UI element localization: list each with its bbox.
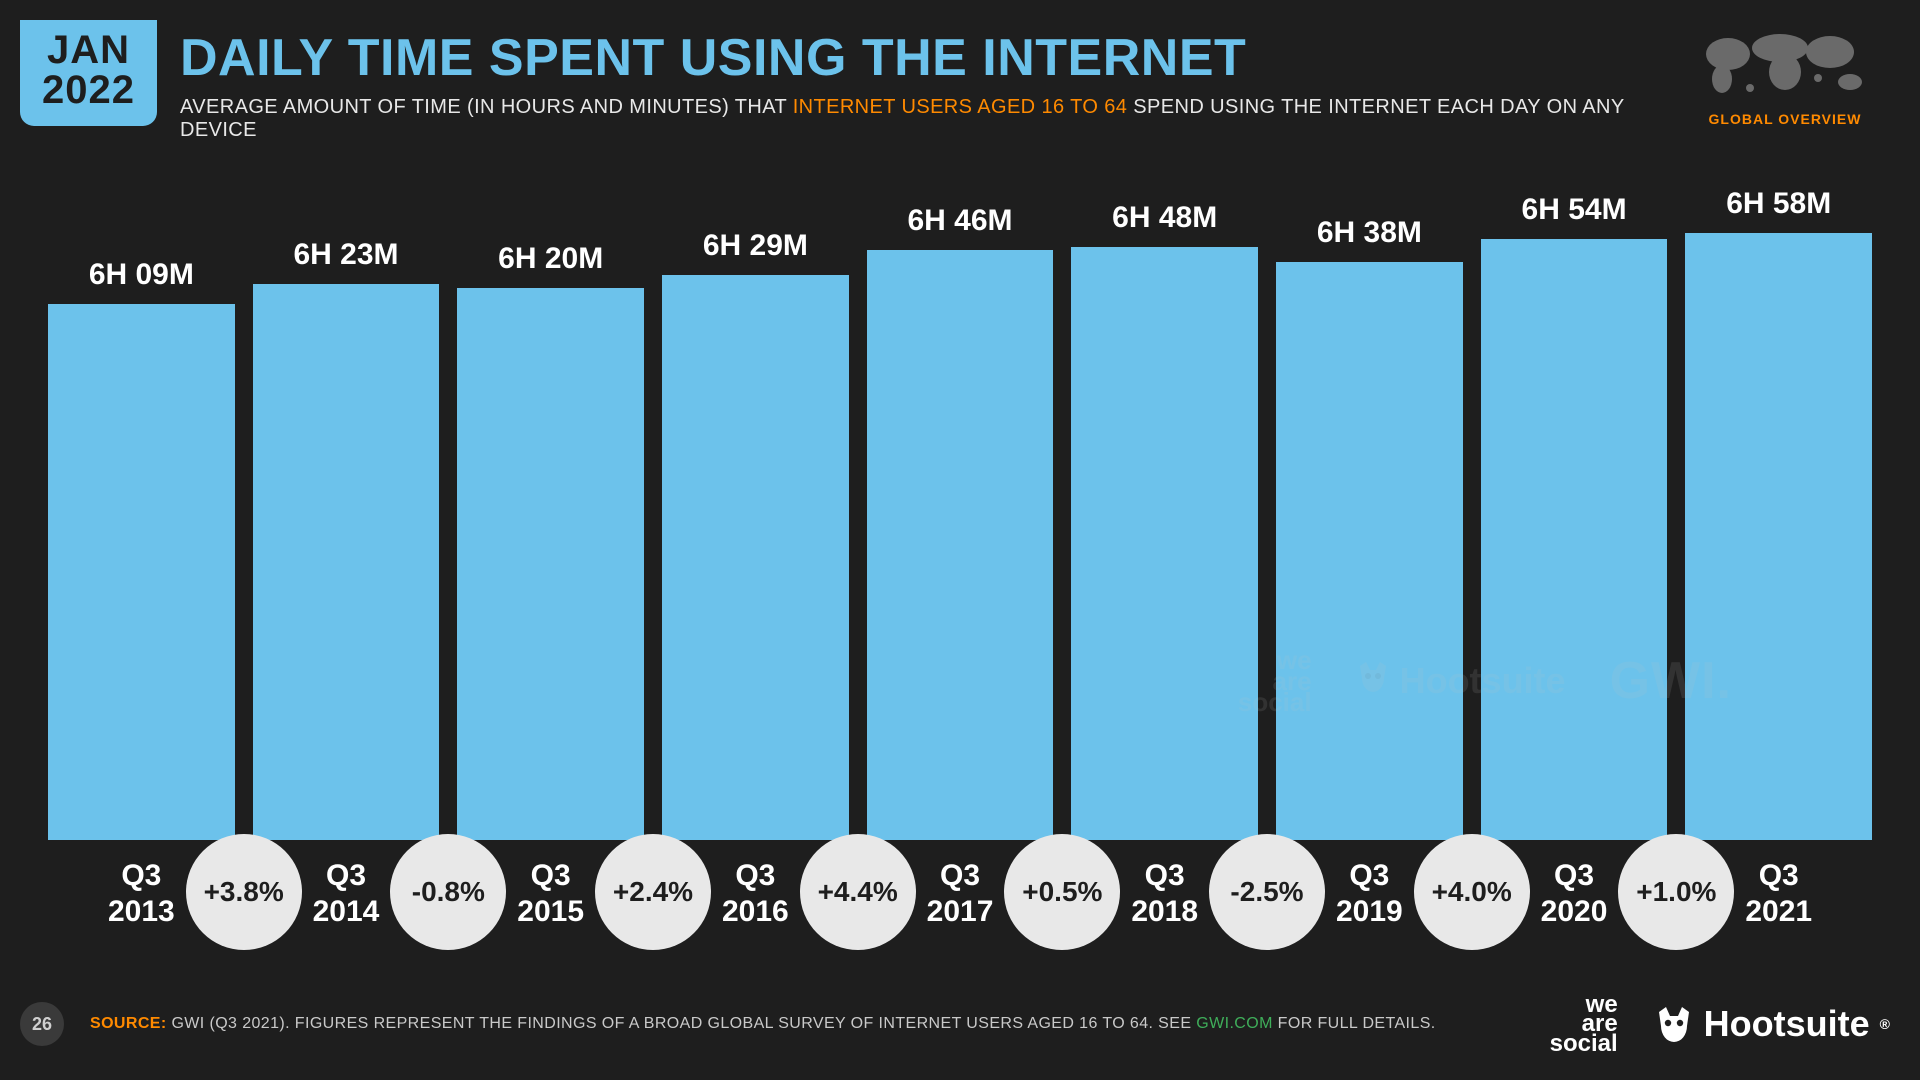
subtitle-highlight: INTERNET USERS AGED 16 TO 64 — [793, 96, 1128, 118]
bar-wrap: 6H 38M — [1276, 190, 1463, 840]
bar — [867, 250, 1054, 840]
x-label: Q32014 — [253, 858, 440, 930]
bar-value-label: 6H 23M — [253, 238, 440, 272]
bar — [1276, 262, 1463, 840]
bar-value-label: 6H 09M — [48, 258, 235, 292]
source-link: GWI.COM — [1196, 1015, 1273, 1032]
bar-wrap: 6H 46M — [867, 190, 1054, 840]
x-label: Q32013 — [48, 858, 235, 930]
date-month: JAN — [42, 30, 135, 70]
subtitle-pre: AVERAGE AMOUNT OF TIME (IN HOURS AND MIN… — [180, 96, 793, 118]
x-label: Q32019 — [1276, 858, 1463, 930]
footer-logos: we are social Hootsuite ® — [1550, 995, 1890, 1053]
owl-icon — [1654, 1004, 1694, 1044]
bar-wrap: 6H 20M — [457, 190, 644, 840]
bar-wrap: 6H 48M — [1071, 190, 1258, 840]
logo-hootsuite-text: Hootsuite — [1704, 1003, 1870, 1045]
page-subtitle: AVERAGE AMOUNT OF TIME (IN HOURS AND MIN… — [180, 96, 1660, 142]
source-text-b: FOR FULL DETAILS. — [1273, 1015, 1436, 1032]
bar-value-label: 6H 20M — [457, 242, 644, 276]
bar-wrap: 6H 23M — [253, 190, 440, 840]
logo-social: social — [1550, 1034, 1618, 1053]
x-label: Q32021 — [1685, 858, 1872, 930]
bar-wrap: 6H 29M — [662, 190, 849, 840]
date-year: 2022 — [42, 70, 135, 110]
footer: 26 SOURCE: GWI (Q3 2021). FIGURES REPRES… — [20, 994, 1890, 1054]
x-label: Q32015 — [457, 858, 644, 930]
header: DAILY TIME SPENT USING THE INTERNET AVER… — [180, 28, 1660, 142]
bar — [662, 275, 849, 840]
bar-value-label: 6H 48M — [1071, 201, 1258, 235]
bar-chart: 6H 09M 6H 23M 6H 20M 6H 29M 6H 46M 6H 48M 6H 3… — [48, 150, 1872, 930]
page-number: 26 — [20, 1002, 64, 1046]
x-label: Q32020 — [1481, 858, 1668, 930]
bars-container: 6H 09M 6H 23M 6H 20M 6H 29M 6H 46M 6H 48M 6H 3… — [48, 190, 1872, 840]
bar-wrap: 6H 09M — [48, 190, 235, 840]
x-axis-labels: Q32013Q32014Q32015Q32016Q32017Q32018Q320… — [48, 858, 1872, 930]
source-label: SOURCE: — [90, 1015, 167, 1032]
x-label: Q32017 — [867, 858, 1054, 930]
logo-wearesocial: we are social — [1550, 995, 1618, 1053]
bar-value-label: 6H 54M — [1481, 193, 1668, 227]
bar-value-label: 6H 38M — [1276, 216, 1463, 250]
bar — [253, 284, 440, 840]
globe-icon — [1690, 24, 1880, 104]
world-map-badge: GLOBAL OVERVIEW — [1680, 24, 1890, 127]
bar-value-label: 6H 58M — [1685, 187, 1872, 221]
bar — [457, 288, 644, 840]
bar — [1481, 239, 1668, 840]
bar — [1685, 233, 1872, 840]
x-label: Q32016 — [662, 858, 849, 930]
global-overview-label: GLOBAL OVERVIEW — [1680, 111, 1890, 127]
source-text-a: GWI (Q3 2021). FIGURES REPRESENT THE FIN… — [167, 1015, 1197, 1032]
logo-hootsuite: Hootsuite ® — [1654, 1003, 1890, 1045]
bar-wrap: 6H 54M — [1481, 190, 1668, 840]
bar — [1071, 247, 1258, 840]
bar — [48, 304, 235, 840]
date-badge: JAN 2022 — [20, 20, 157, 126]
registered-mark: ® — [1880, 1016, 1890, 1032]
bar-value-label: 6H 29M — [662, 229, 849, 263]
x-label: Q32018 — [1071, 858, 1258, 930]
bar-value-label: 6H 46M — [867, 204, 1054, 238]
source-line: SOURCE: GWI (Q3 2021). FIGURES REPRESENT… — [90, 1015, 1436, 1033]
bar-wrap: 6H 58M — [1685, 190, 1872, 840]
page-title: DAILY TIME SPENT USING THE INTERNET — [180, 28, 1660, 88]
